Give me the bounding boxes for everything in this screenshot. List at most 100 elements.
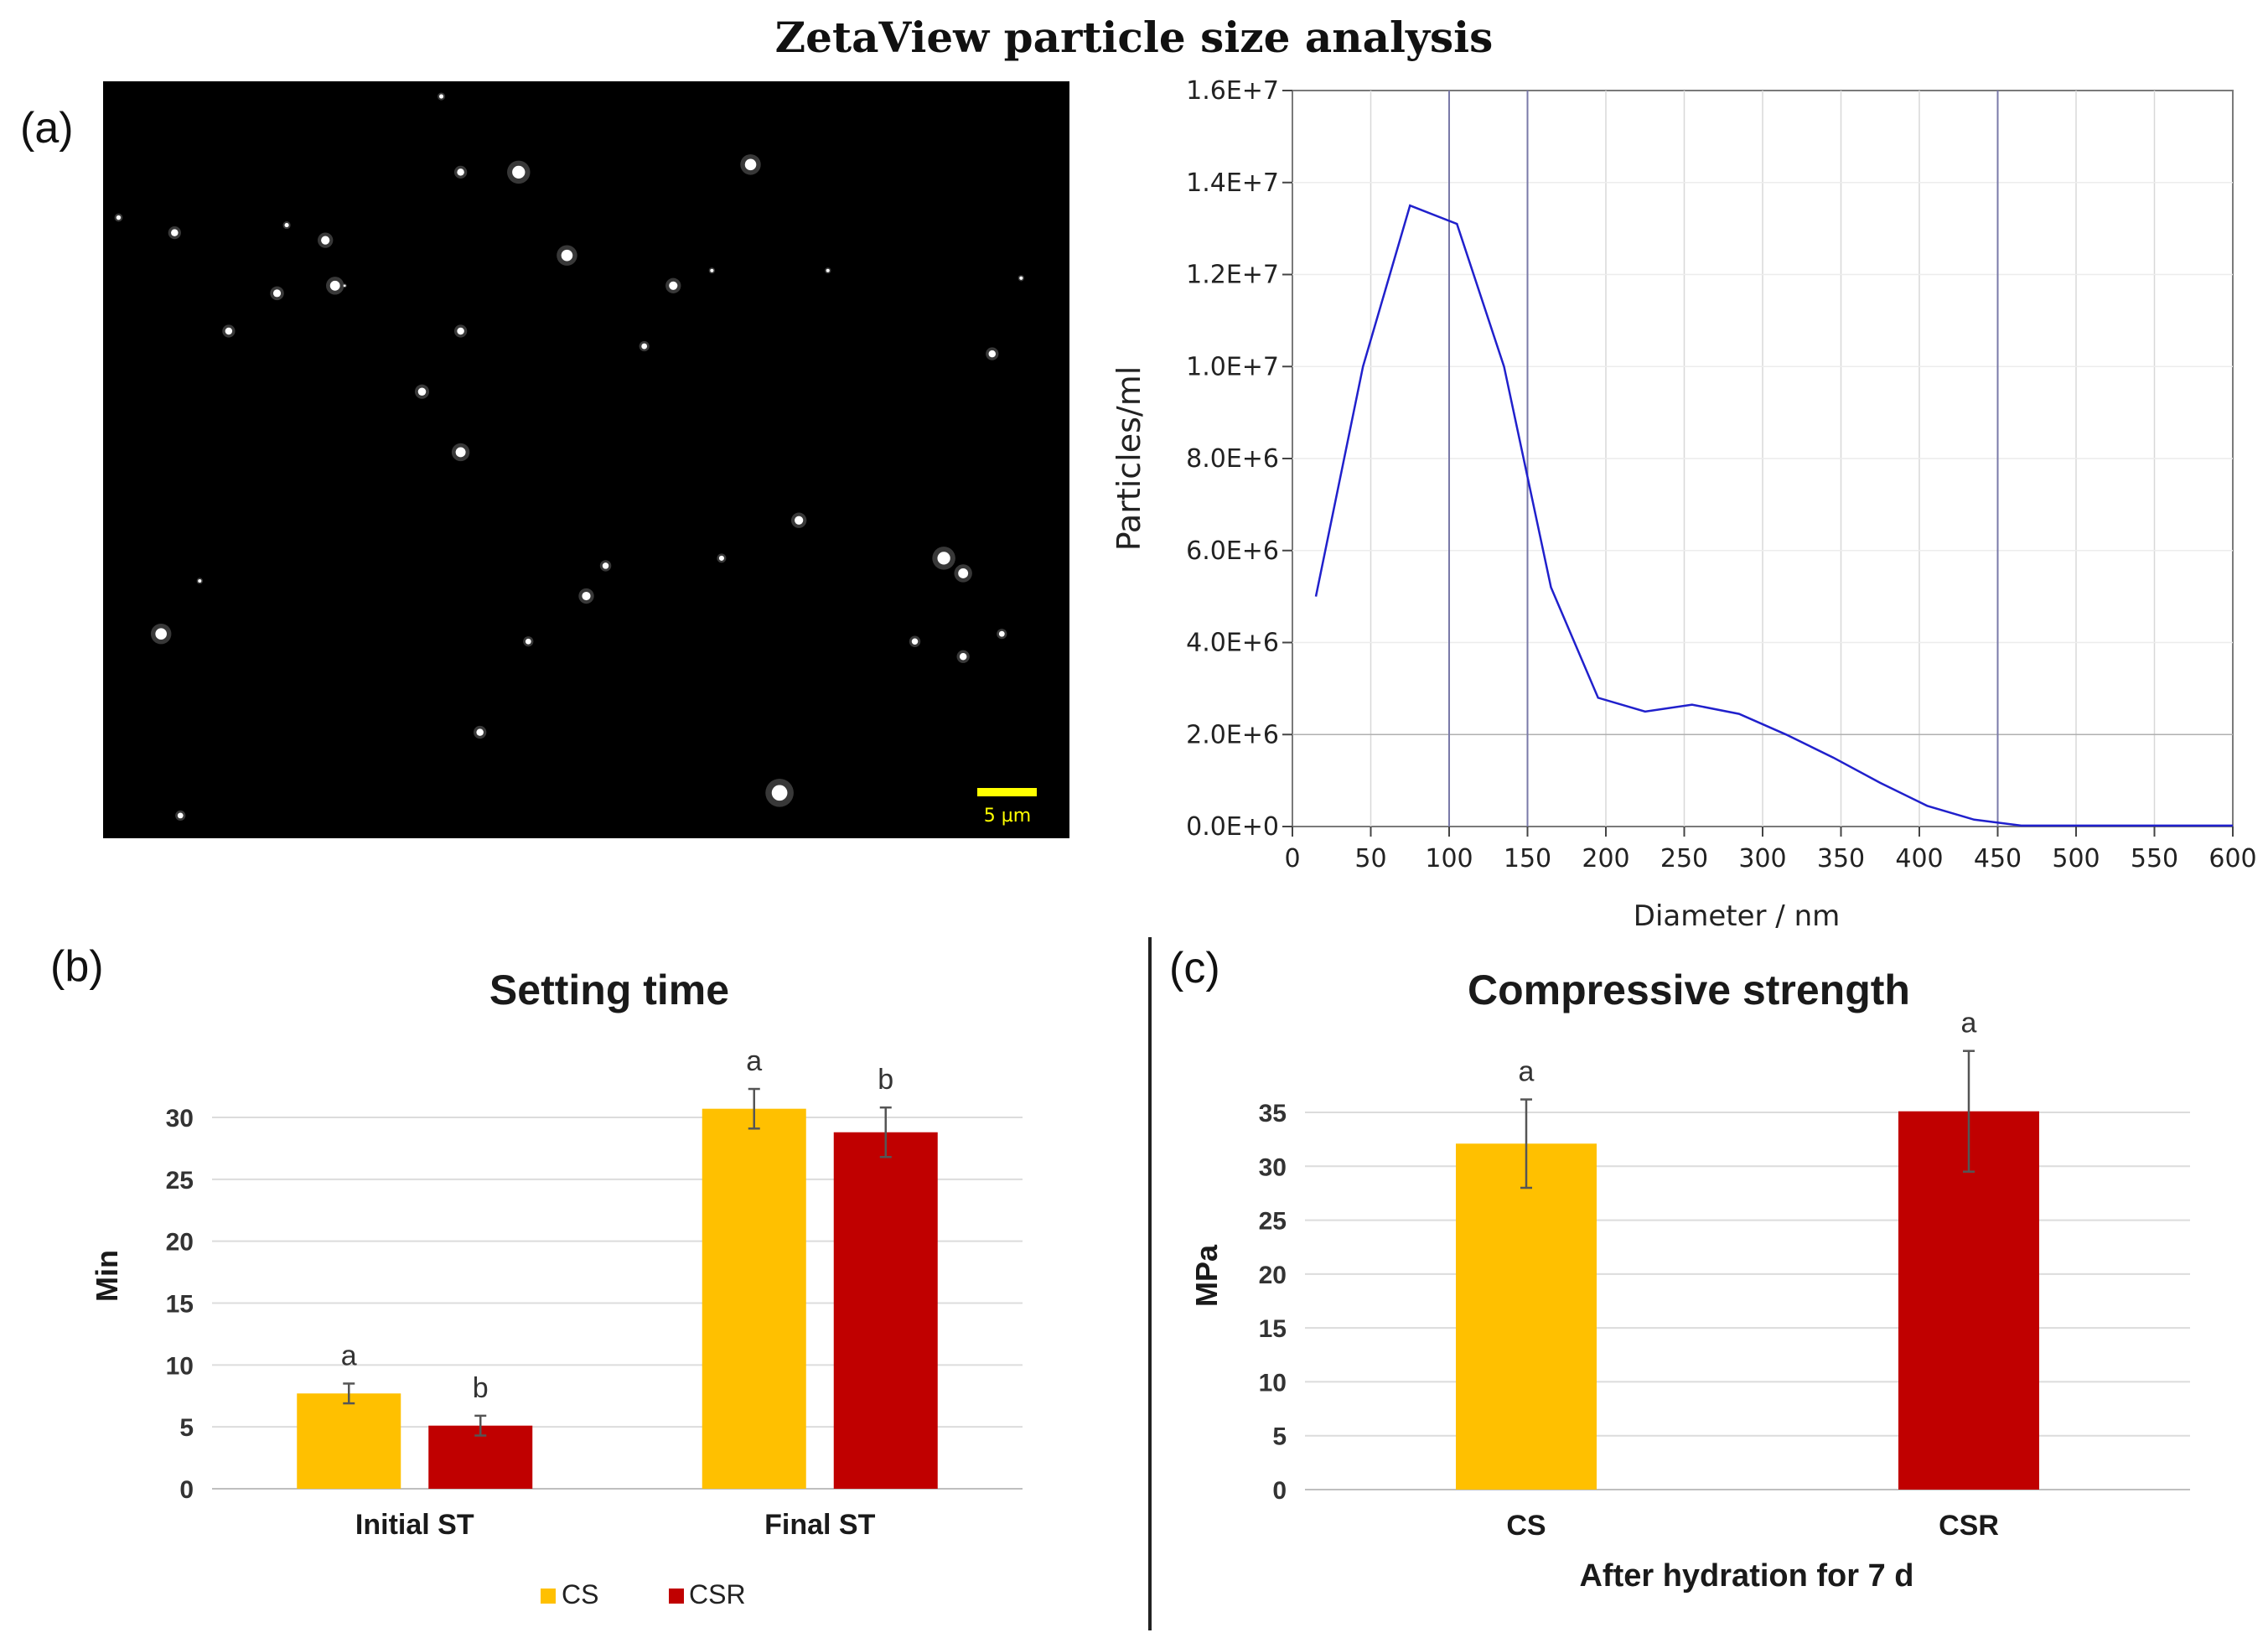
particle [272, 289, 282, 298]
particle [171, 229, 179, 236]
psd-x-tick-label: 550 [2131, 844, 2178, 873]
psd-x-tick-label: 150 [1504, 844, 1551, 873]
particle [718, 555, 724, 561]
psd-y-ticks: 0.0E+0 2.0E+6 4.0E+6 6.0E+6 8.0E+6 1.0E+7 1.2E… [1186, 76, 1292, 842]
psd-x-tick-label: 600 [2208, 844, 2256, 873]
psd-x-tick-label: 200 [1582, 844, 1629, 873]
particle [602, 562, 609, 569]
st-y-tick-label: 5 [179, 1414, 194, 1442]
psd-chart: 0.0E+0 2.0E+6 4.0E+6 6.0E+6 8.0E+6 1.0E+7 1.2E… [1111, 76, 2257, 933]
particle [958, 568, 969, 578]
particle [795, 516, 804, 525]
legend-label-csr: CSR [689, 1579, 746, 1609]
scale-bar [977, 788, 1037, 796]
compressive-title: Compressive strength [1468, 967, 1910, 1013]
psd-y-axis-label: Particles/ml [1111, 366, 1147, 552]
legend-swatch-csr [669, 1589, 684, 1604]
st-y-ticks: 0 5 10 15 20 25 30 [166, 1105, 194, 1504]
psd-x-tick-label: 350 [1817, 844, 1865, 873]
st-category-label: Final ST [764, 1509, 875, 1541]
cs-gridlines [1305, 1112, 2190, 1490]
psd-y-tick-label: 1.4E+7 [1186, 168, 1279, 198]
particle [1019, 276, 1023, 280]
psd-x-tick-label: 400 [1895, 844, 1943, 873]
st-legend: CS CSR [541, 1579, 746, 1609]
micrograph-background [103, 81, 1069, 838]
st-significance-letter: a [341, 1340, 357, 1371]
micrograph: 5 µm [103, 81, 1069, 838]
cs-significance-letter: a [1519, 1056, 1535, 1088]
psd-y-tick-label: 6.0E+6 [1186, 536, 1279, 566]
st-category-labels: Initial ST Final ST [355, 1509, 876, 1541]
particle [343, 284, 346, 288]
psd-series-line [1314, 204, 2233, 827]
particle-layer [114, 92, 1025, 822]
cs-bars: aa [1456, 1008, 2039, 1490]
st-y-tick-label: 15 [166, 1291, 194, 1319]
particle [988, 350, 997, 358]
st-y-tick-label: 25 [166, 1167, 194, 1195]
st-significance-letter: b [473, 1372, 489, 1404]
setting-time-chart: Setting time 0 5 10 15 20 25 30 a b a b Initial S… [90, 967, 1023, 1609]
cs-bar-cs [1456, 1143, 1597, 1490]
particle [512, 165, 526, 179]
panel-a-label: (a) [20, 104, 74, 153]
figure-title: ZetaView particle size analysis [775, 13, 1494, 62]
particle [826, 268, 830, 272]
particle [177, 812, 184, 819]
panel-c-label: (c) [1169, 944, 1220, 993]
psd-x-tick-label: 0 [1284, 844, 1300, 873]
cs-y-tick-label: 25 [1259, 1208, 1287, 1236]
st-bars: a b a b [297, 1045, 938, 1489]
cs-y-tick-label: 5 [1272, 1423, 1287, 1451]
particle [771, 785, 788, 801]
particle [155, 628, 167, 640]
particle [455, 447, 466, 458]
cs-y-tick-label: 0 [1272, 1477, 1287, 1505]
psd-y-tick-label: 1.0E+7 [1186, 352, 1279, 381]
cs-y-tick-label: 30 [1259, 1153, 1287, 1181]
panel-b-label: (b) [50, 942, 104, 991]
psd-x-tick-label: 500 [2052, 844, 2100, 873]
particle [329, 280, 340, 291]
cs-x-axis-label: After hydration for 7 d [1579, 1558, 1913, 1594]
psd-y-tick-label: 1.6E+7 [1186, 76, 1279, 106]
psd-x-tick-label: 50 [1354, 844, 1386, 873]
particle [457, 168, 464, 176]
st-y-tick-label: 30 [166, 1105, 194, 1132]
psd-y-tick-label: 8.0E+6 [1186, 444, 1279, 474]
cs-y-tick-label: 10 [1259, 1369, 1287, 1397]
psd-y-tick-label: 4.0E+6 [1186, 629, 1279, 658]
particle [116, 215, 122, 220]
psd-y-tick-label: 0.0E+0 [1186, 812, 1279, 842]
particle [710, 268, 714, 272]
psd-x-tick-label: 300 [1738, 844, 1786, 873]
particle [669, 281, 678, 290]
st-y-tick-label: 10 [166, 1352, 194, 1380]
cs-y-ticks: 0 5 10 15 20 25 30 35 [1259, 1100, 1287, 1505]
particle [439, 94, 444, 99]
cs-category-labels: CS CSR [1506, 1510, 1999, 1542]
particle [998, 630, 1005, 637]
st-y-tick-label: 20 [166, 1229, 194, 1257]
cs-y-axis-label: MPa [1189, 1244, 1224, 1307]
particle [417, 387, 427, 396]
particle [641, 343, 648, 350]
particle [911, 638, 919, 645]
st-bar-cs [702, 1108, 806, 1489]
particle [525, 638, 531, 645]
psd-x-tick-label: 100 [1425, 844, 1473, 873]
particle [959, 653, 967, 661]
particle [457, 327, 464, 335]
cs-bar-csr [1898, 1111, 2039, 1490]
particle [321, 236, 330, 245]
psd-x-ticks: 0 50 100 150 200 250 300 350 400 450 500 550 600 [1284, 827, 2257, 873]
st-bar-csr [833, 1132, 938, 1489]
cs-y-tick-label: 20 [1259, 1262, 1287, 1289]
st-y-tick-label: 0 [179, 1476, 194, 1504]
particle [744, 158, 757, 171]
particle [582, 591, 591, 601]
particle [225, 327, 233, 335]
